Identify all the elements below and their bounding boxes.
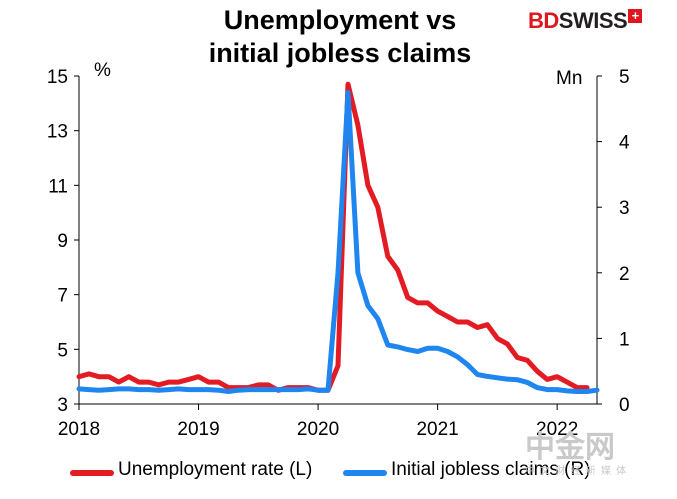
right-tick-label: 5 [619, 67, 630, 88]
x-tick-label: 2019 [177, 419, 219, 440]
x-tick-label: 2020 [297, 419, 339, 440]
x-tick-label: 2021 [416, 419, 458, 440]
legend-label-claims: Initial jobless claims (R) [391, 459, 591, 480]
left-axis-unit: % [94, 60, 111, 81]
unemployment-rate-line [76, 81, 590, 393]
left-tick-label: 7 [57, 286, 68, 307]
logo-bd-text: BD [528, 8, 559, 33]
watermark-sub: 中 文 财 经 新 媒 体 [525, 466, 628, 477]
right-tick-label: 3 [619, 198, 630, 219]
x-tick-label: 2018 [58, 419, 100, 440]
chart-title-line-1: Unemployment vs [223, 5, 457, 35]
logo-plus-icon: + [628, 9, 643, 23]
watermark: 中金网 中 文 财 经 新 媒 体 [525, 422, 627, 477]
legend-swatch-claims [343, 470, 387, 476]
chart-title-line-2: initial jobless claims [208, 38, 472, 68]
bdswiss-logo: BDSWISS + [528, 8, 643, 34]
right-tick-label: 0 [619, 395, 630, 416]
right-tick-label: 1 [619, 329, 630, 350]
left-tick-label: 5 [57, 340, 68, 361]
x-tick-label: 2022 [536, 419, 578, 440]
left-tick-label: 11 [48, 176, 68, 197]
left-tick-label: 15 [47, 67, 68, 88]
chart-title: Unemployment vs initial jobless claims [140, 4, 540, 70]
legend-label-unemployment: Unemployment rate (L) [118, 459, 313, 480]
right-axis-unit: Mn [556, 68, 583, 89]
jobless-claims-line [76, 89, 600, 394]
logo-swiss-text: SWISS [558, 8, 628, 33]
left-tick-label: 13 [47, 122, 68, 143]
left-tick-label: 9 [57, 231, 68, 252]
right-tick-label: 4 [619, 133, 630, 154]
left-tick-label: 3 [57, 395, 68, 416]
right-tick-label: 2 [619, 264, 630, 285]
legend-swatch-unemployment [70, 470, 114, 476]
watermark-main: 中金网 [525, 430, 615, 465]
